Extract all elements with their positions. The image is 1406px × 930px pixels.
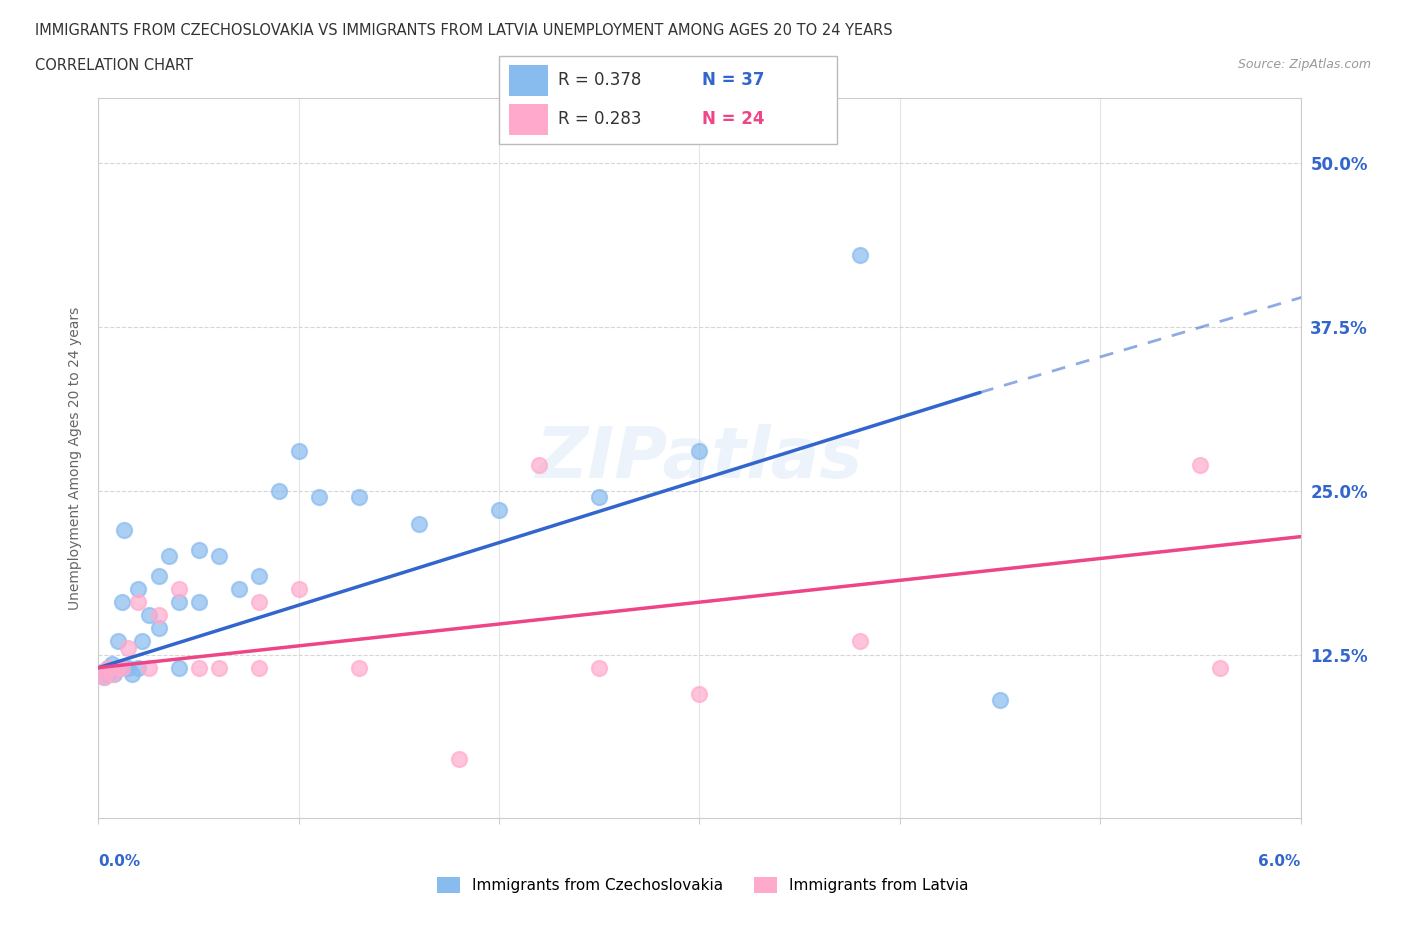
Point bbox=[588, 490, 610, 505]
Point bbox=[93, 670, 115, 684]
Point bbox=[128, 581, 150, 596]
Point bbox=[849, 634, 872, 649]
Point bbox=[689, 686, 711, 701]
Legend: Immigrants from Czechoslovakia, Immigrants from Latvia: Immigrants from Czechoslovakia, Immigran… bbox=[432, 870, 974, 899]
Point bbox=[101, 667, 124, 682]
Point bbox=[247, 660, 270, 675]
Point bbox=[208, 660, 231, 675]
FancyBboxPatch shape bbox=[509, 65, 548, 96]
Point bbox=[117, 641, 139, 656]
Point bbox=[187, 595, 209, 610]
Point bbox=[288, 581, 311, 596]
Point bbox=[107, 660, 129, 675]
Point bbox=[138, 660, 160, 675]
Point bbox=[588, 660, 610, 675]
Point bbox=[157, 549, 180, 564]
Point bbox=[689, 444, 711, 458]
FancyBboxPatch shape bbox=[509, 104, 548, 136]
Point bbox=[447, 752, 470, 767]
Point bbox=[96, 667, 118, 682]
Point bbox=[111, 660, 134, 675]
Point bbox=[308, 490, 330, 505]
Point bbox=[111, 595, 134, 610]
Point bbox=[247, 568, 270, 583]
Point bbox=[107, 660, 129, 675]
Point bbox=[117, 660, 139, 675]
Point bbox=[114, 523, 136, 538]
Point bbox=[101, 657, 124, 671]
Text: R = 0.283: R = 0.283 bbox=[558, 111, 641, 128]
Point bbox=[267, 484, 290, 498]
Text: CORRELATION CHART: CORRELATION CHART bbox=[35, 58, 193, 73]
Point bbox=[167, 595, 190, 610]
Point bbox=[107, 634, 129, 649]
Point bbox=[97, 660, 120, 675]
Point bbox=[128, 595, 150, 610]
Point bbox=[91, 664, 114, 679]
Point bbox=[187, 660, 209, 675]
Point bbox=[247, 595, 270, 610]
Point bbox=[148, 621, 170, 636]
Point bbox=[347, 660, 370, 675]
Point bbox=[529, 458, 551, 472]
Point bbox=[408, 516, 430, 531]
Text: 6.0%: 6.0% bbox=[1258, 854, 1301, 869]
Y-axis label: Unemployment Among Ages 20 to 24 years: Unemployment Among Ages 20 to 24 years bbox=[69, 306, 83, 610]
Text: 0.0%: 0.0% bbox=[98, 854, 141, 869]
Point bbox=[103, 667, 125, 682]
Point bbox=[228, 581, 250, 596]
Point bbox=[167, 660, 190, 675]
Text: R = 0.378: R = 0.378 bbox=[558, 71, 641, 89]
FancyBboxPatch shape bbox=[499, 56, 837, 144]
Text: IMMIGRANTS FROM CZECHOSLOVAKIA VS IMMIGRANTS FROM LATVIA UNEMPLOYMENT AMONG AGES: IMMIGRANTS FROM CZECHOSLOVAKIA VS IMMIGR… bbox=[35, 23, 893, 38]
Point bbox=[148, 568, 170, 583]
Point bbox=[167, 581, 190, 596]
Point bbox=[347, 490, 370, 505]
Point bbox=[488, 503, 510, 518]
Point bbox=[91, 664, 114, 679]
Point bbox=[97, 660, 120, 675]
Text: N = 37: N = 37 bbox=[702, 71, 763, 89]
Point bbox=[208, 549, 231, 564]
Text: N = 24: N = 24 bbox=[702, 111, 763, 128]
Point bbox=[100, 664, 122, 679]
Point bbox=[187, 542, 209, 557]
Point bbox=[988, 693, 1011, 708]
Point bbox=[138, 608, 160, 623]
Point bbox=[93, 670, 115, 684]
Point bbox=[849, 247, 872, 262]
Text: Source: ZipAtlas.com: Source: ZipAtlas.com bbox=[1237, 58, 1371, 71]
Point bbox=[1209, 660, 1232, 675]
Point bbox=[131, 634, 153, 649]
Point bbox=[1189, 458, 1212, 472]
Point bbox=[121, 667, 143, 682]
Text: ZIPatlas: ZIPatlas bbox=[536, 423, 863, 493]
Point bbox=[128, 660, 150, 675]
Point bbox=[148, 608, 170, 623]
Point bbox=[288, 444, 311, 458]
